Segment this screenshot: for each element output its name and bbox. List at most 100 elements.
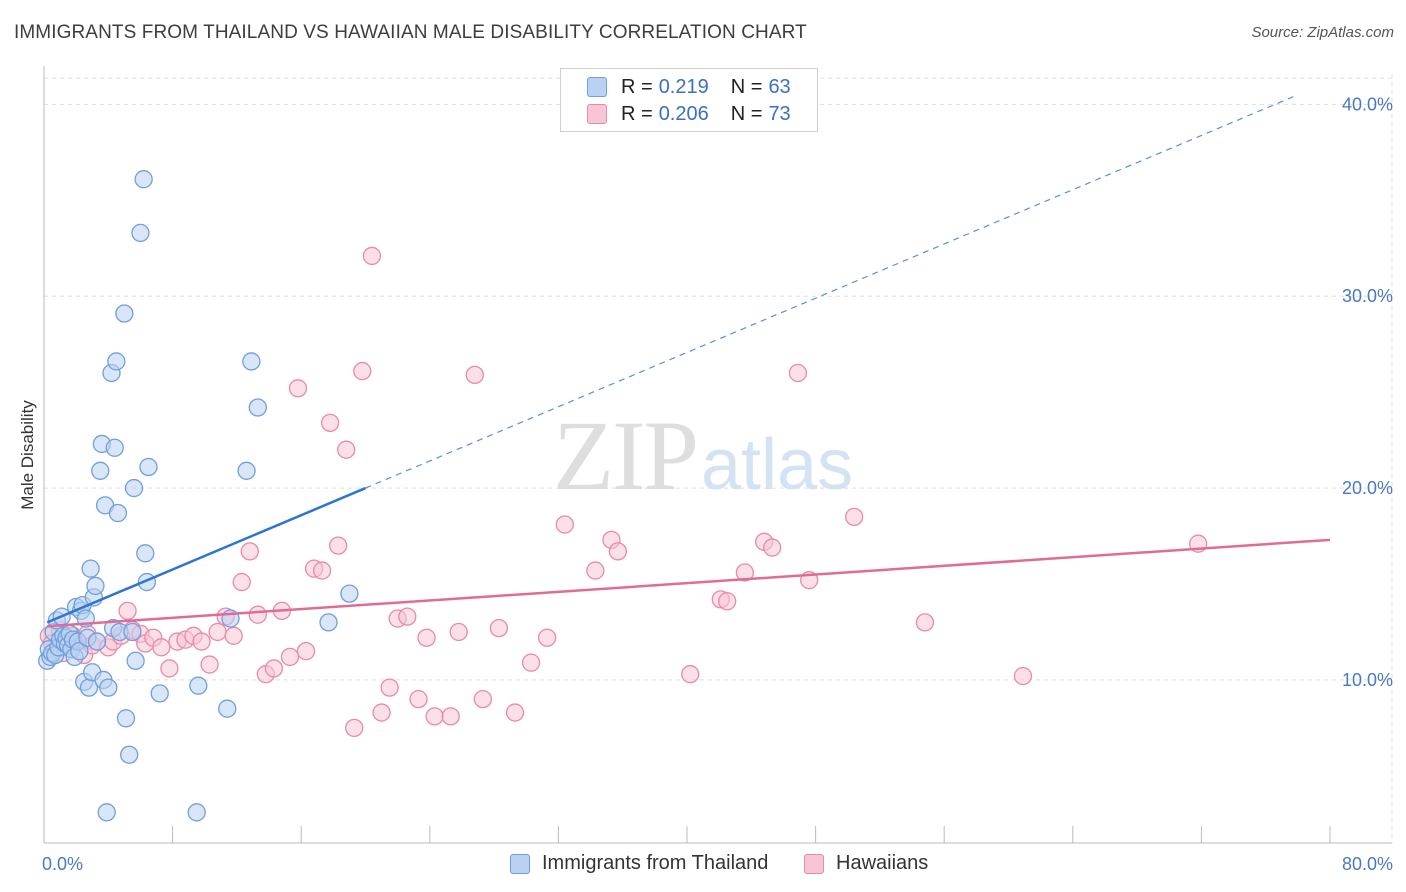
watermark: ZIPatlas (553, 398, 853, 513)
hawaiian-point (224, 626, 243, 645)
axis-layer (43, 66, 1392, 844)
hawaiian-point (240, 542, 259, 561)
hawaiian-point (505, 703, 525, 722)
thailand-point (134, 170, 153, 189)
thailand-point (120, 745, 139, 764)
hawaiian-trend-line (47, 538, 1331, 628)
thailand-point (319, 613, 338, 632)
thailand-point (131, 223, 150, 243)
thailand-point (189, 676, 208, 695)
y-tick-label: 10.0% (1342, 670, 1393, 690)
watermark-atlas: atlas (701, 425, 854, 505)
thailand-point (81, 559, 100, 578)
hawaiian-point (681, 665, 700, 684)
thailand-point (97, 803, 116, 822)
hawaiian-point (380, 678, 399, 697)
chart-title: IMMIGRANTS FROM THAILAND VS HAWAIIAN MAL… (14, 22, 807, 43)
thailand-point (116, 709, 136, 728)
legend-swatch-blue (587, 77, 607, 97)
series-swatch-blue (510, 853, 530, 874)
hawaiian-point (192, 632, 211, 651)
hawaiian-point (915, 613, 935, 632)
label-layer: 10.0% 20.0% 30.0% 40.0% 0.0% 80.0% Male Disabi… (18, 94, 1393, 874)
hawaiian-point (417, 628, 436, 647)
hawaiian-point (465, 365, 484, 385)
thailand-point (136, 544, 155, 563)
hawaiian-point (537, 628, 557, 647)
hawaiian-point (208, 622, 227, 642)
watermark-zip: ZIP (553, 400, 699, 511)
hawaiian-point (1013, 666, 1033, 686)
series-legend-thailand: Immigrants from Thailand (510, 852, 768, 875)
thailand-point (150, 684, 169, 703)
thailand-point (218, 699, 237, 718)
hawaiian-point (425, 707, 444, 726)
x-tick-label-start: 0.0% (42, 854, 83, 874)
thailand-point (107, 352, 126, 371)
hawaiian-point (329, 536, 348, 555)
thailand-point (87, 632, 107, 651)
hawaiian-point (160, 659, 179, 678)
y-axis-title: Male Disability (18, 400, 37, 510)
hawaiian-point (232, 572, 251, 592)
hawaiian-point (296, 641, 316, 661)
hawaiian-point (345, 718, 364, 738)
hawaiian-point (555, 515, 574, 534)
legend-n-value: 63 (768, 75, 791, 98)
trend-layer (46, 94, 1331, 628)
hawaiian-point (362, 246, 382, 266)
series-swatch-pink (804, 853, 824, 874)
hawaiian-point (320, 413, 340, 432)
series-name-hawaiians: Hawaiians (836, 852, 929, 874)
thailand-point (126, 651, 145, 670)
thailand-point (248, 398, 267, 417)
hawaiian-point (718, 592, 737, 611)
hawaiian-point (372, 703, 391, 722)
points-layer (38, 170, 1208, 822)
thailand-point (105, 438, 124, 457)
hawaiian-point (473, 689, 492, 709)
legend-r-value: 0.206 (658, 102, 709, 125)
thailand-point (70, 641, 89, 661)
hawaiian-point (398, 607, 417, 626)
y-tick-label: 20.0% (1342, 478, 1393, 498)
thailand-trend-extension (365, 94, 1299, 489)
hawaiian-point (118, 601, 137, 621)
legend-swatch-pink (587, 104, 607, 124)
legend-r-label: R = (621, 102, 653, 125)
hawaiian-point (312, 561, 332, 580)
thailand-point (86, 576, 105, 596)
hawaiian-point (280, 647, 300, 667)
legend-n-label: N = (730, 102, 763, 125)
legend-r-value: 0.219 (658, 75, 709, 98)
hawaiian-point (788, 363, 808, 383)
hawaiian-point (521, 653, 541, 672)
hawaiian-point (489, 618, 509, 638)
hawaiian-point (288, 379, 308, 398)
hawaiian-point (735, 563, 755, 582)
legend-n-label: N = (730, 75, 763, 98)
legend-row-thailand: R = 0.219 N = 63 (587, 75, 791, 99)
legend-r-label: R = (621, 75, 653, 98)
hawaiian-point (248, 605, 267, 624)
thailand-point (340, 584, 359, 603)
thailand-trend-line (46, 486, 366, 624)
legend-row-hawaiians: R = 0.206 N = 73 (587, 102, 791, 126)
y-tick-label: 30.0% (1342, 286, 1393, 306)
thailand-point (123, 622, 142, 642)
hawaiian-point (200, 655, 219, 674)
hawaiian-point (608, 542, 628, 561)
hawaiian-point (449, 622, 468, 642)
series-legend: Immigrants from Thailand Hawaiians (0, 852, 1406, 878)
hawaiian-point (409, 689, 428, 709)
thailand-point (115, 304, 134, 323)
thailand-point (99, 678, 118, 697)
thailand-point (187, 803, 206, 822)
thailand-point (139, 457, 158, 477)
stats-legend: R = 0.219 N = 63 R = 0.206 N = 73 (560, 68, 818, 132)
hawaiian-point (845, 507, 864, 527)
hawaiian-point (763, 538, 782, 557)
thailand-point (242, 352, 261, 371)
hawaiian-point (441, 707, 460, 726)
series-legend-hawaiians: Hawaiians (804, 852, 928, 875)
